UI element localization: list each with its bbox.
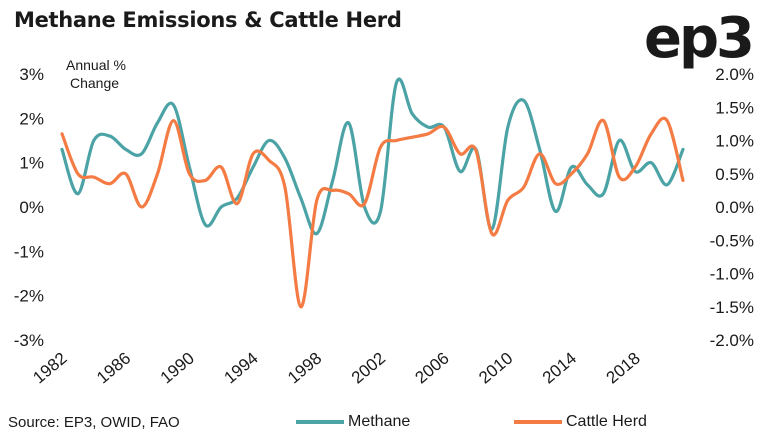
x-tick-label: 2006 <box>412 349 453 388</box>
legend-label-methane: Methane <box>348 413 411 430</box>
y-right-tick-label: -1.5% <box>710 298 754 317</box>
unit-label-line-2: Change <box>70 75 120 91</box>
y-left-tick-label: -1% <box>14 242 44 261</box>
legend-item-cattle: Cattle Herd <box>514 413 647 431</box>
series-line-methane <box>60 77 685 236</box>
x-tick-label: 2014 <box>539 349 580 388</box>
y-left-tick-label: 1% <box>19 154 44 173</box>
unit-label: Annual % Change <box>66 56 126 92</box>
legend-label-cattle: Cattle Herd <box>566 413 647 430</box>
y-left-tick-label: -3% <box>14 331 44 350</box>
unit-label-line-1: Annual % <box>66 57 126 73</box>
y-right-tick-label: 2.0% <box>715 65 754 84</box>
series-line-cattle-herd <box>60 116 685 309</box>
chart-title: Methane Emissions & Cattle Herd <box>14 8 402 32</box>
y-right-tick-label: -0.5% <box>710 231 754 250</box>
legend-swatch-methane <box>296 420 344 424</box>
legend-item-methane: Methane <box>296 413 410 431</box>
x-tick-label: 1990 <box>157 349 198 388</box>
y-right-tick-label: -2.0% <box>710 331 754 350</box>
y-left-tick-label: 2% <box>19 109 44 128</box>
y-right-tick-label: 1.0% <box>715 132 754 151</box>
y-right-tick-label: 0.0% <box>715 198 754 217</box>
y-right-tick-label: 0.5% <box>715 165 754 184</box>
x-tick-label: 1986 <box>93 349 134 388</box>
x-tick-label: 1982 <box>29 349 70 388</box>
legend-swatch-cattle <box>514 420 562 424</box>
y-left-tick-label: 0% <box>19 198 44 217</box>
x-tick-label: 1998 <box>284 349 325 388</box>
y-left-tick-label: 3% <box>19 65 44 84</box>
y-left-tick-label: -2% <box>14 287 44 306</box>
brand-logo: ep3 <box>643 6 755 71</box>
x-tick-label: 2010 <box>475 349 516 388</box>
x-tick-label: 2018 <box>603 349 644 388</box>
y-right-tick-label: 1.5% <box>715 98 754 117</box>
source-note: Source: EP3, OWID, FAO <box>8 414 180 431</box>
x-tick-label: 2002 <box>348 349 389 388</box>
y-right-tick-label: -1.0% <box>710 265 754 284</box>
x-tick-label: 1994 <box>220 349 261 388</box>
